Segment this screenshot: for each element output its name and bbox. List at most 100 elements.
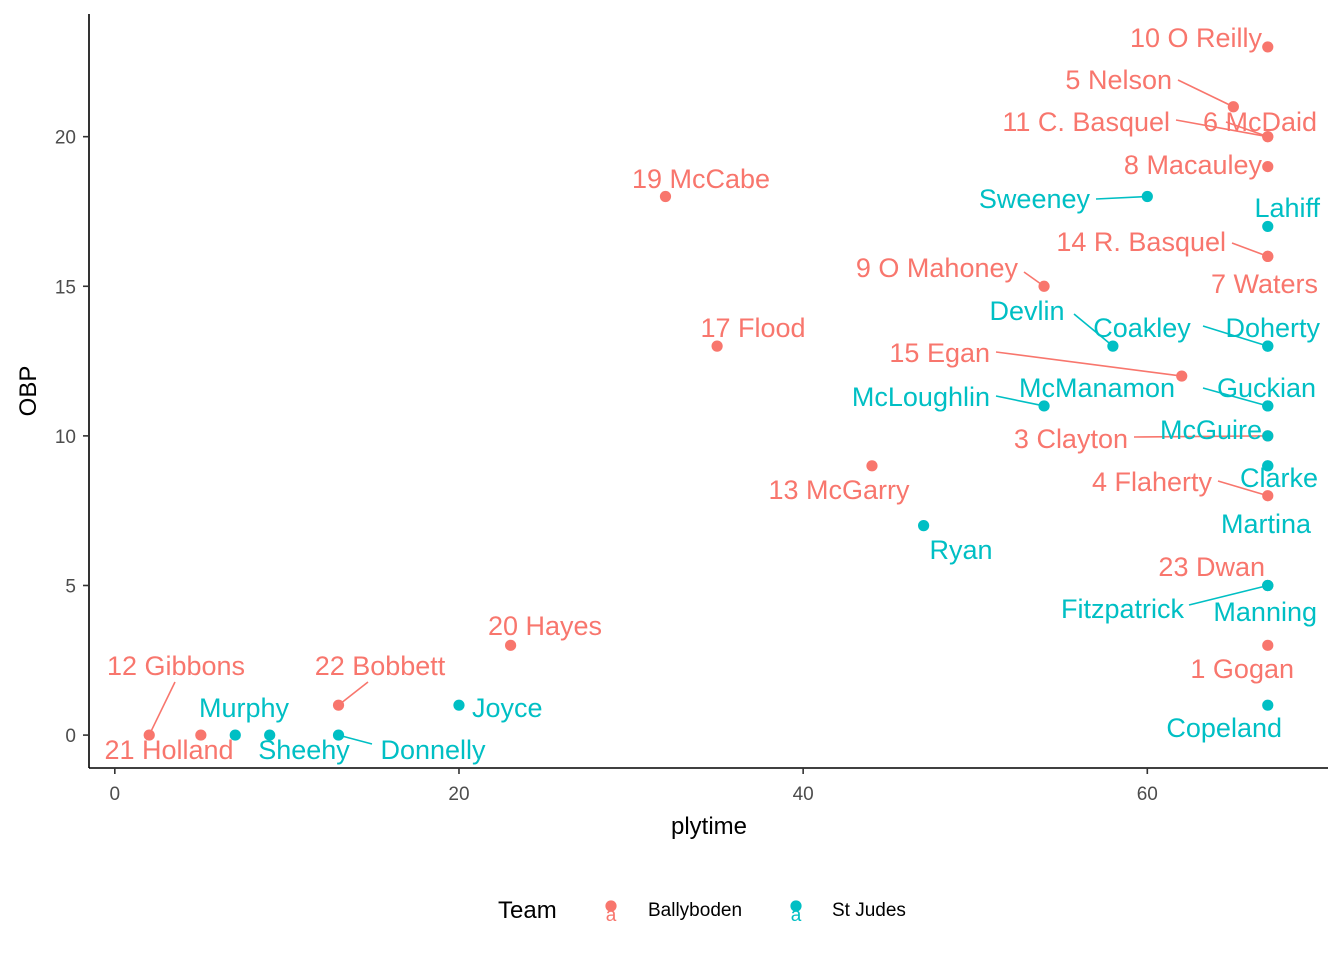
label-manning: Manning xyxy=(1213,597,1317,627)
label-doherty: Doherty xyxy=(1225,313,1320,343)
connector-devlin xyxy=(1073,313,1114,347)
connector-sweeney xyxy=(1095,195,1148,200)
legend-item-st-judes: a St Judes xyxy=(790,900,906,926)
connector-22-bobbett xyxy=(338,681,369,706)
label-copeland: Copeland xyxy=(1166,713,1282,743)
label-9-o-mahoney: 9 O Mahoney xyxy=(856,253,1019,283)
point-devlin xyxy=(1107,340,1119,352)
label-martina: Martina xyxy=(1221,509,1312,539)
label-19-mccabe: 19 McCabe xyxy=(632,164,770,194)
legend-key-point xyxy=(605,900,617,912)
label-13-mcgarry: 13 McGarry xyxy=(768,475,910,505)
legend: Team a Ballyboden a St Judes xyxy=(498,897,906,926)
connector-15-egan xyxy=(995,351,1182,377)
y-tick-label: 5 xyxy=(65,576,76,597)
y-axis-title: OBP xyxy=(15,366,42,417)
label-3-clayton: 3 Clayton xyxy=(1014,424,1128,454)
legend-label: Ballyboden xyxy=(648,900,742,921)
legend-label: St Judes xyxy=(832,900,906,921)
label-lahiff: Lahiff xyxy=(1254,193,1320,223)
point-12-gibbons xyxy=(143,729,155,741)
connector-14-r-basquel xyxy=(1231,242,1269,258)
point-22-bobbett xyxy=(332,699,345,711)
label-6-mcdaid: 6 McDaid xyxy=(1203,107,1317,137)
legend-key-glyph: a xyxy=(606,905,617,926)
point-4-flaherty xyxy=(1262,490,1274,502)
point-8-macauley xyxy=(1262,160,1274,173)
label-donnelly: Donnelly xyxy=(380,735,486,765)
label-11-c-basquel: 11 C. Basquel xyxy=(1002,107,1170,137)
legend-entries: a Ballyboden a St Judes xyxy=(605,900,906,926)
x-ticks: 0 20 40 60 xyxy=(110,768,1158,805)
label-mcloughlin: McLoughlin xyxy=(852,382,990,412)
axes: 0 20 40 60 0 5 10 15 20 plytime OBP xyxy=(15,14,1328,840)
data-points xyxy=(143,41,1274,741)
label-7-waters: 7 Waters xyxy=(1211,269,1318,299)
connector-4-flaherty xyxy=(1217,480,1268,497)
label-8-macauley: 8 Macauley xyxy=(1124,150,1263,180)
label-5-nelson: 5 Nelson xyxy=(1065,65,1172,95)
connector-mcloughlin xyxy=(995,395,1045,407)
legend-title: Team xyxy=(498,897,557,924)
point-10-o-reilly xyxy=(1262,41,1274,53)
point-1-gogan xyxy=(1262,639,1274,651)
point-joyce xyxy=(453,699,465,711)
label-15-egan: 15 Egan xyxy=(889,338,990,368)
label-devlin: Devlin xyxy=(989,296,1064,326)
point-13-mcgarry xyxy=(866,460,878,472)
connector-guckian xyxy=(1202,387,1268,407)
point-copeland xyxy=(1262,699,1274,711)
label-sheehy: Sheehy xyxy=(258,735,350,765)
point-donnelly xyxy=(332,729,345,741)
point-7-waters xyxy=(1262,250,1274,262)
point-guckian xyxy=(1262,400,1274,412)
point-murphy xyxy=(229,729,241,741)
label-20-hayes: 20 Hayes xyxy=(488,611,602,641)
label-mcguire: McGuire xyxy=(1160,415,1262,445)
point-5-nelson xyxy=(1227,101,1239,113)
connector-11-c-basquel xyxy=(1175,119,1268,138)
label-ryan: Ryan xyxy=(929,535,992,565)
label-fitzpatrick: Fitzpatrick xyxy=(1061,594,1185,624)
point-sheehy xyxy=(264,729,276,741)
y-ticks: 0 5 10 15 20 xyxy=(55,128,89,747)
label-1-gogan: 1 Gogan xyxy=(1190,654,1294,684)
point-9-o-mahoney xyxy=(1038,280,1050,292)
point-15-egan xyxy=(1176,370,1188,382)
point-manning xyxy=(1262,579,1274,592)
y-tick-label: 10 xyxy=(55,427,76,448)
connector-donnelly xyxy=(338,734,373,745)
point-martina xyxy=(1262,460,1274,472)
connector-3-clayton xyxy=(1133,435,1268,438)
point-17-flood xyxy=(711,340,723,352)
label-coakley: Coakley xyxy=(1093,313,1191,343)
x-tick-label: 60 xyxy=(1137,784,1158,805)
label-sweeney: Sweeney xyxy=(979,184,1091,214)
legend-key-point xyxy=(790,900,802,912)
point-sweeney xyxy=(1141,190,1153,203)
point-21-holland xyxy=(195,729,207,741)
label-10-o-reilly: 10 O Reilly xyxy=(1130,23,1263,53)
label-21-holland: 21 Holland xyxy=(104,735,233,765)
y-tick-label: 15 xyxy=(55,277,76,298)
y-tick-label: 0 xyxy=(65,726,76,747)
point-mcloughlin xyxy=(1038,400,1050,412)
connector-5-nelson xyxy=(1177,79,1234,108)
point-19-mccabe xyxy=(659,190,672,203)
label-guckian: Guckian xyxy=(1217,373,1316,403)
label-23-dwan: 23 Dwan xyxy=(1158,552,1265,582)
point-mcguire xyxy=(1262,430,1274,442)
legend-item-ballyboden: a Ballyboden xyxy=(605,900,742,926)
point-doherty xyxy=(1262,340,1274,352)
label-17-flood: 17 Flood xyxy=(700,313,805,343)
label-12-gibbons: 12 Gibbons xyxy=(107,651,245,681)
x-axis-title: plytime xyxy=(671,813,747,840)
label-mcmanamon: McManamon xyxy=(1019,373,1175,403)
y-tick-label: 20 xyxy=(55,128,76,149)
label-murphy: Murphy xyxy=(199,693,290,723)
connector-doherty xyxy=(1202,325,1269,347)
connector-6-mcdaid xyxy=(1225,121,1269,138)
point-lahiff xyxy=(1262,220,1274,233)
point-ryan xyxy=(918,520,930,532)
